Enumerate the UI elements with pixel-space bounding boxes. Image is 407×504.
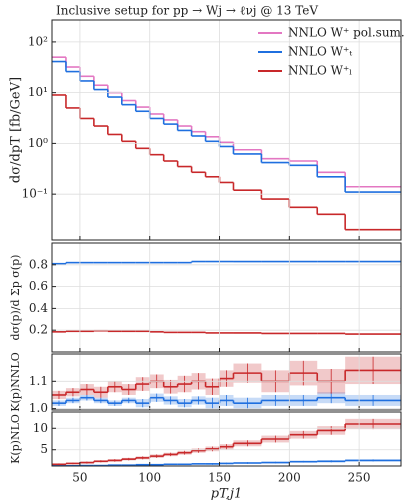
x-tick-label: 250	[348, 471, 371, 485]
y-tick-label: 10⁰	[28, 136, 48, 150]
panel-frame	[51, 242, 402, 353]
chart-title: Inclusive setup for pp → Wj → ℓνj @ 13 T…	[56, 4, 318, 18]
y-axis-label: dσ/dpT [fb/GeV]	[9, 77, 24, 183]
legend-label: NNLO W⁺ₜ	[288, 45, 352, 59]
x-tick-label: 50	[72, 471, 87, 485]
x-axis-label: pT,j1	[211, 487, 243, 502]
y-tick-label: 10²	[28, 34, 48, 48]
panel	[52, 260, 401, 335]
legend-label: NNLO W⁺ pol.sum.	[288, 26, 405, 40]
y-tick-label: 1.1	[29, 374, 48, 388]
y-axis-label: K(p)NLO	[9, 414, 22, 464]
panel-frame	[51, 411, 402, 467]
x-tick-label: 200	[278, 471, 301, 485]
y-tick-label: 0.4	[29, 301, 48, 315]
legend-label: NNLO W⁺ₗ	[288, 64, 352, 78]
panel-frame	[51, 19, 402, 241]
y-tick-label: 5	[40, 442, 48, 456]
y-tick-label: 1.0	[29, 401, 48, 415]
y-tick-label: 10	[33, 421, 48, 435]
panel-frame	[51, 353, 402, 411]
y-tick-label: 0.8	[29, 257, 48, 271]
y-tick-label: 10¹	[28, 85, 48, 99]
y-axis-label: dσ(p)/d Σp σ(p)	[9, 255, 22, 341]
x-tick-label: 150	[208, 471, 231, 485]
x-tick-label: 100	[138, 471, 161, 485]
y-tick-label: 0.6	[29, 279, 48, 293]
y-tick-label: 0.2	[29, 323, 48, 337]
y-tick-label: 10⁻¹	[22, 187, 48, 201]
y-axis-label: K(p)NNLO	[9, 352, 22, 411]
panel	[52, 418, 401, 466]
panel	[52, 356, 401, 409]
